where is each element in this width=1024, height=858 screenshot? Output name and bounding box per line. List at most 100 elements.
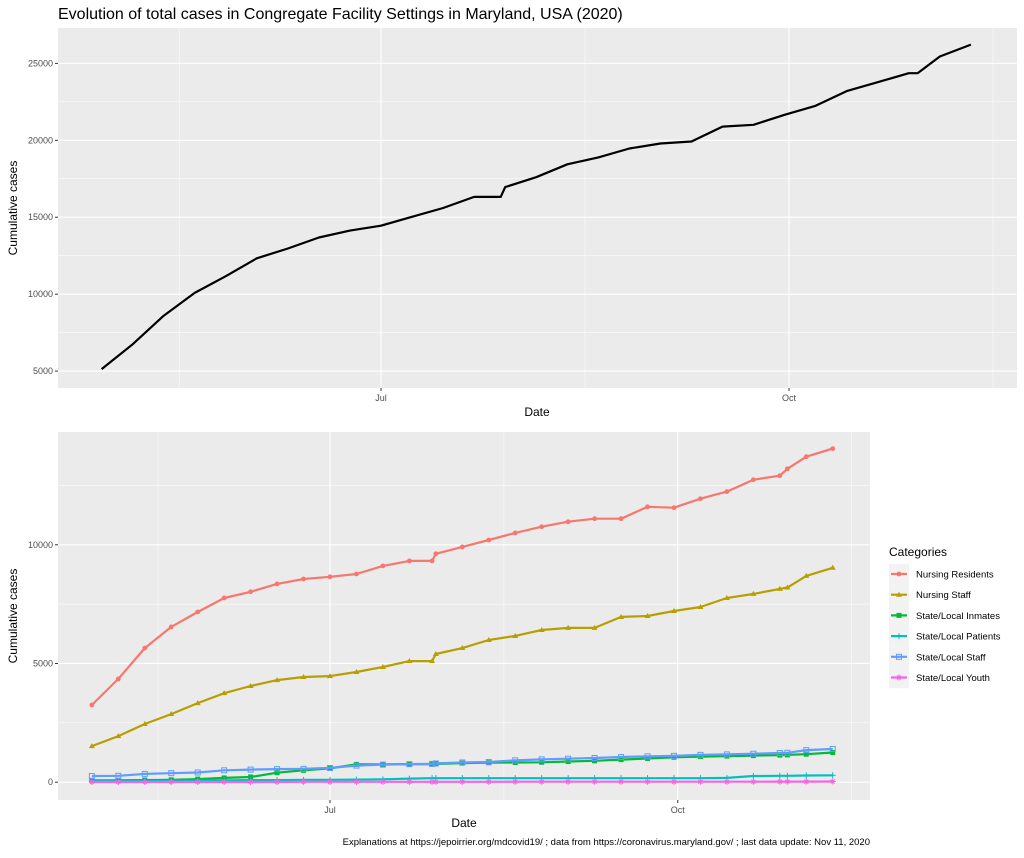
point-nursing-staff [512,632,519,638]
point-state-local-staff [512,757,519,764]
point-nursing-staff [168,711,175,717]
point-nursing-staff [406,658,413,664]
y-tick-label: 5000 [33,366,53,376]
legend-label: Nursing Staff [916,590,971,601]
point-nursing-residents [724,489,730,494]
point-nursing-staff [644,613,651,618]
legend-item: Nursing Staff [889,584,971,606]
point-nursing-staff [353,669,360,675]
point-nursing-residents [354,571,359,577]
point-nursing-staff [459,645,466,651]
point-nursing-staff [274,677,281,683]
point-nursing-staff [697,603,704,609]
point-state-local-staff [406,761,413,768]
y-tick-label: 20000 [28,135,53,145]
point-nursing-residents [248,589,254,595]
point-nursing-residents [221,595,227,601]
point-nursing-residents [433,551,439,557]
point-nursing-staff [379,664,386,670]
point-state-local-inmates [301,767,307,773]
point-state-local-staff [644,753,651,760]
point-state-local-youth [803,778,810,785]
point-nursing-staff [485,636,492,642]
point-nursing-staff [221,690,228,696]
point-nursing-staff [784,584,791,590]
point-state-local-youth [697,778,704,785]
point-state-local-staff [88,773,95,780]
point-state-local-youth [141,778,148,785]
point-nursing-residents [592,516,597,522]
point-state-local-youth [168,778,175,785]
point-state-local-youth [353,778,360,785]
bottom-y-axis-title: Cumulative cases [6,569,20,664]
point-nursing-residents [274,581,280,587]
legend-label: State/Local Patients [916,632,1001,643]
point-nursing-residents [803,454,809,460]
point-state-local-staff [776,749,783,756]
footer-caption: Explanations at https://jepoirrier.org/m… [343,837,870,848]
point-state-local-inmates [750,753,756,759]
point-state-local-youth [723,778,730,785]
series-line-state-local-staff [91,747,833,778]
y-tick-label: 25000 [28,58,53,68]
point-nursing-residents [565,519,571,525]
legend: Categories Nursing Residents Nursing Staf… [889,545,1001,689]
x-tick-label: Oct [782,393,797,403]
point-nursing-staff [429,658,436,664]
point-state-local-inmates [671,754,677,760]
point-nursing-residents [750,477,756,483]
legend-marker [896,612,902,618]
legend-marker [896,653,902,660]
y-tick-label: 0 [48,777,53,787]
point-nursing-staff [115,733,122,739]
point-state-local-staff [538,756,545,763]
point-state-local-youth [429,778,436,785]
legend-item: State/Local Inmates [889,605,1000,627]
point-nursing-staff [670,608,677,614]
point-nursing-residents [406,558,412,564]
point-nursing-staff [776,585,783,591]
legend-item: State/Local Youth [889,667,990,689]
point-state-local-staff [115,772,122,779]
point-state-local-staff [429,760,436,767]
point-state-local-patients [829,772,836,779]
point-nursing-staff [432,650,439,656]
point-state-local-youth [538,778,545,785]
legend-marker [896,633,902,640]
point-state-local-youth [379,778,386,785]
point-nursing-residents [142,645,148,651]
point-nursing-residents [830,446,836,452]
top-y-axis-title: Cumulative cases [6,161,20,256]
point-state-local-staff [697,751,704,758]
point-state-local-inmates [353,761,359,767]
point-state-local-youth [432,778,439,785]
point-nursing-residents [89,702,95,708]
point-state-local-youth [750,778,757,785]
x-tick-label: Oct [671,805,686,815]
point-state-local-youth [221,778,228,785]
legend-item: State/Local Staff [889,646,986,668]
point-state-local-patients [803,772,810,779]
point-state-local-staff [565,755,572,762]
point-nursing-staff [538,627,545,633]
point-nursing-residents [429,558,435,564]
point-state-local-youth [644,778,651,785]
point-state-local-staff [221,767,228,774]
point-nursing-staff [750,590,757,596]
legend-label: Nursing Residents [916,570,994,581]
point-nursing-residents [618,516,624,522]
legend-item: Nursing Residents [889,564,994,585]
chart-title: Evolution of total cases in Congregate F… [58,6,623,23]
point-nursing-residents [195,609,201,615]
series-line-total [100,43,972,370]
point-nursing-staff [141,721,148,727]
point-nursing-residents [645,504,650,510]
point-nursing-staff [565,624,572,630]
point-nursing-residents [698,496,703,502]
point-state-local-youth [459,778,466,785]
total-cases-chart: 5000 10000 15000 20000 25000 Jul Oct Date Cumu… [6,28,1017,419]
point-state-local-staff [591,754,598,761]
point-state-local-youth [829,778,836,785]
point-state-local-staff [194,769,201,776]
